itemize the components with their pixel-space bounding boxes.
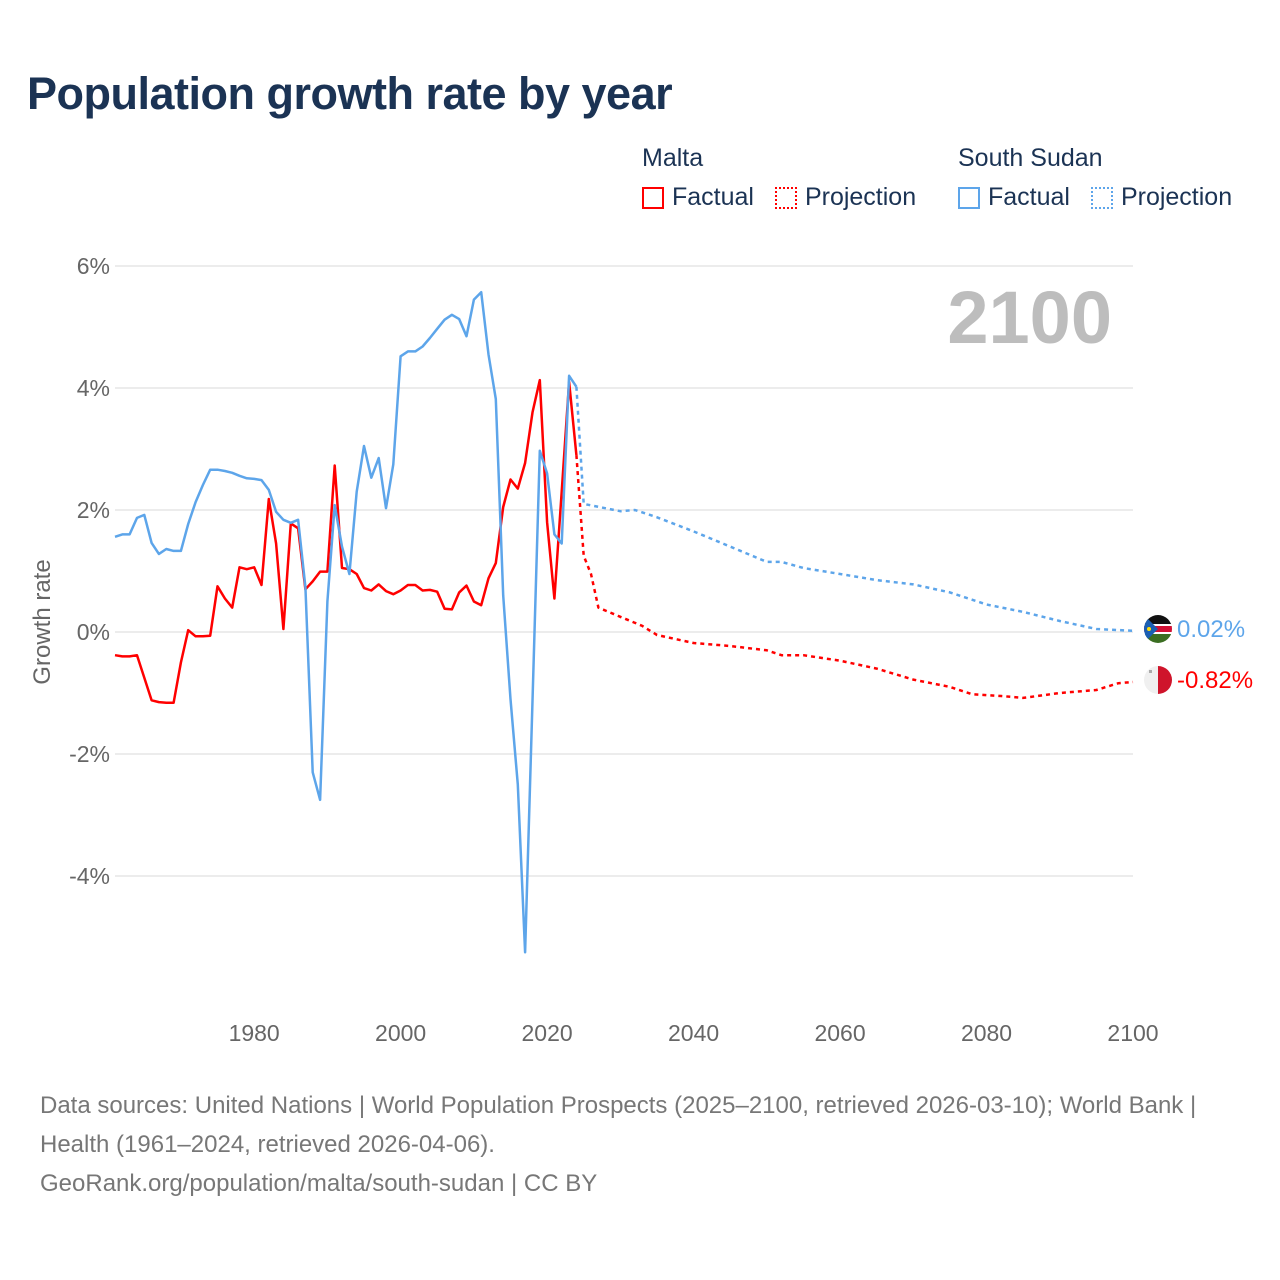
year-indicator: 2100 (947, 276, 1112, 359)
dotted-swatch-icon (1090, 186, 1113, 209)
y-tick-label: 0% (77, 619, 110, 645)
solid-swatch-icon (642, 186, 664, 209)
dotted-swatch-icon (774, 186, 797, 209)
south-sudan-end-label: 0.02% (1177, 616, 1245, 643)
legend-south-sudan-name: South Sudan (958, 144, 1103, 172)
solid-swatch-icon (958, 186, 980, 209)
y-tick-label: -4% (69, 863, 110, 889)
legend-malta-name: Malta (642, 144, 704, 172)
legend-malta-factual[interactable]: Factual (642, 183, 754, 212)
x-tick-label: 2040 (668, 1020, 719, 1046)
legend-label: Projection (804, 183, 917, 211)
legend-label: Factual (988, 183, 1070, 211)
malta-factual-line (114, 378, 578, 705)
south-sudan-factual-line (114, 290, 578, 954)
legend-south-sudan: South Sudan Factual Projection (958, 144, 1246, 216)
malta-projection-line (575, 455, 1134, 700)
y-axis-label: Growth rate (29, 559, 56, 684)
source-link[interactable]: GeoRank.org/population/malta/south-sudan… (40, 1170, 598, 1197)
malta-end-label: -0.82% (1177, 667, 1253, 694)
legend-label: Projection (1120, 183, 1233, 211)
south-sudan-flag-icon (1144, 615, 1172, 643)
y-tick-label: -2% (69, 741, 110, 767)
malta-flag-icon (1144, 666, 1172, 694)
chart-title: Population growth rate by year (27, 68, 673, 119)
x-tick-label: 2000 (375, 1020, 426, 1046)
y-tick-label: 2% (77, 497, 110, 523)
x-tick-label: 2060 (814, 1020, 865, 1046)
x-tick-label: 1980 (229, 1020, 280, 1046)
x-tick-label: 2100 (1107, 1020, 1158, 1046)
y-tick-label: 4% (77, 375, 110, 401)
line-chart: 6% 4% 2% 0% -2% -4% 1980 2000 2020 2040 2060 2080 21… (29, 253, 1253, 1046)
south-sudan-projection-line (575, 386, 1134, 633)
x-tick-label: 2080 (961, 1020, 1012, 1046)
footer: Data sources: United Nations | World Pop… (40, 1086, 1240, 1203)
legend-label: Factual (672, 183, 754, 211)
legend-south-sudan-projection[interactable]: Projection (1090, 183, 1233, 212)
legend-malta: Malta Factual Projection (642, 144, 930, 216)
x-tick-label: 2020 (522, 1020, 573, 1046)
legend-malta-projection[interactable]: Projection (774, 183, 917, 212)
y-tick-label: 6% (77, 253, 110, 279)
data-sources: Data sources: United Nations | World Pop… (40, 1092, 1197, 1158)
legend-south-sudan-factual[interactable]: Factual (958, 183, 1070, 212)
